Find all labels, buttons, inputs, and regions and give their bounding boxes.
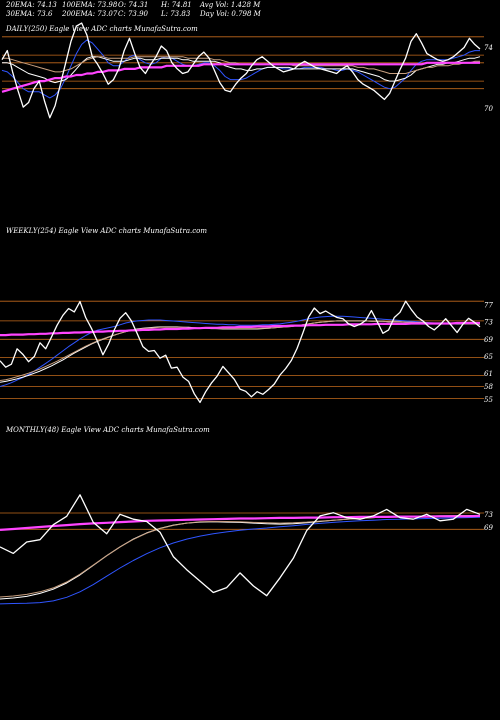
daily-average-line [1,61,480,93]
daily-price-line [1,22,481,119]
open-label: O: 74.31 [118,1,149,9]
weekly-tick-label: 58 [484,383,493,391]
daily-panel-title: DAILY(250) Eagle View ADC charts MunafaS… [6,25,198,33]
weekly-tick-label: 73 [484,319,493,327]
high-label: H: 74.81 [161,1,192,9]
monthly-average-line [0,516,481,605]
monthly-average-line [0,514,481,531]
monthly-panel-title: MONTHLY(48) Eagle View ADC charts Munafa… [6,426,210,434]
monthly-average-line [0,515,480,598]
weekly-panel: 77 73 69 65 61 58 55 [0,300,493,404]
monthly-tick-label: 69 [484,524,493,532]
ema20-label: 20EMA: 74.13 [6,1,57,9]
monthly-panel: 73 69 [0,494,493,605]
weekly-average-line [0,320,481,383]
close-label: C: 73.90 [118,10,148,18]
weekly-tick-label: 65 [484,353,493,361]
ema200-label: 200EMA: 73.07 [62,10,118,18]
monthly-average-line [0,515,480,600]
low-label: L: 73.83 [161,10,191,18]
daily-tick-label: 70 [484,105,493,113]
ema30-label: 30EMA: 73.6 [6,10,53,18]
day-vol-label: Day Vol: 0.798 M [200,10,261,18]
monthly-price-line [0,494,481,597]
weekly-tick-label: 77 [484,302,493,310]
weekly-tick-label: 61 [484,370,493,378]
ema100-label: 100EMA: 73.98 [62,1,118,9]
weekly-average-line [0,315,480,387]
weekly-average-line [0,321,480,337]
weekly-price-line [0,300,481,404]
daily-panel: 74 70 [1,22,493,119]
daily-average-line [1,39,480,99]
monthly-tick-label: 73 [484,511,493,519]
daily-tick-label: 74 [484,44,493,52]
weekly-panel-title: WEEKLY(254) Eagle View ADC charts Munafa… [6,227,207,235]
avg-vol-label: Avg Vol: 1.428 M [200,1,261,9]
weekly-tick-label: 69 [484,336,493,344]
weekly-average-line [0,320,480,381]
weekly-tick-label: 55 [484,396,493,404]
